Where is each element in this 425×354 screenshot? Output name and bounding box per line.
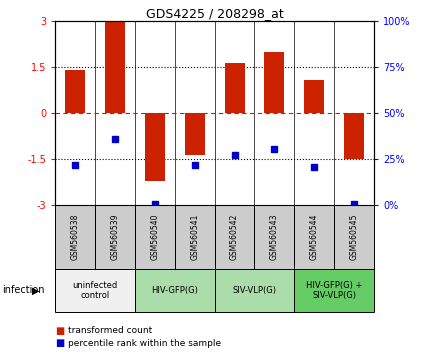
Bar — [145, 113, 165, 181]
Bar — [65, 70, 85, 113]
Text: GSM560542: GSM560542 — [230, 214, 239, 261]
Text: GSM560540: GSM560540 — [150, 214, 159, 261]
Bar — [105, 21, 125, 113]
Text: GSM560538: GSM560538 — [71, 214, 79, 261]
Bar — [334, 205, 374, 269]
Text: ■: ■ — [55, 338, 65, 348]
Text: transformed count: transformed count — [68, 326, 152, 336]
Bar — [135, 205, 175, 269]
Text: ▶: ▶ — [32, 285, 40, 295]
Bar — [185, 113, 205, 155]
Text: infection: infection — [2, 285, 45, 295]
Text: GSM560541: GSM560541 — [190, 214, 199, 261]
Text: GSM560543: GSM560543 — [270, 214, 279, 261]
Bar — [215, 269, 294, 312]
Text: GSM560544: GSM560544 — [310, 214, 319, 261]
Text: SIV-VLP(G): SIV-VLP(G) — [232, 286, 277, 295]
Text: ■: ■ — [55, 326, 65, 336]
Text: percentile rank within the sample: percentile rank within the sample — [68, 339, 221, 348]
Bar — [304, 80, 324, 113]
Bar — [264, 52, 284, 113]
Text: uninfected
control: uninfected control — [73, 281, 118, 300]
Bar — [135, 269, 215, 312]
Bar — [55, 205, 95, 269]
Text: GSM560539: GSM560539 — [110, 214, 119, 261]
Bar — [224, 63, 244, 113]
Text: GSM560545: GSM560545 — [350, 214, 359, 261]
Bar — [294, 205, 334, 269]
Title: GDS4225 / 208298_at: GDS4225 / 208298_at — [146, 7, 283, 20]
Bar — [55, 269, 135, 312]
Bar — [344, 113, 364, 159]
Bar — [95, 205, 135, 269]
Text: HIV-GFP(G): HIV-GFP(G) — [151, 286, 198, 295]
Bar — [215, 205, 255, 269]
Text: HIV-GFP(G) +
SIV-VLP(G): HIV-GFP(G) + SIV-VLP(G) — [306, 281, 363, 300]
Bar — [294, 269, 374, 312]
Bar — [175, 205, 215, 269]
Bar — [255, 205, 294, 269]
